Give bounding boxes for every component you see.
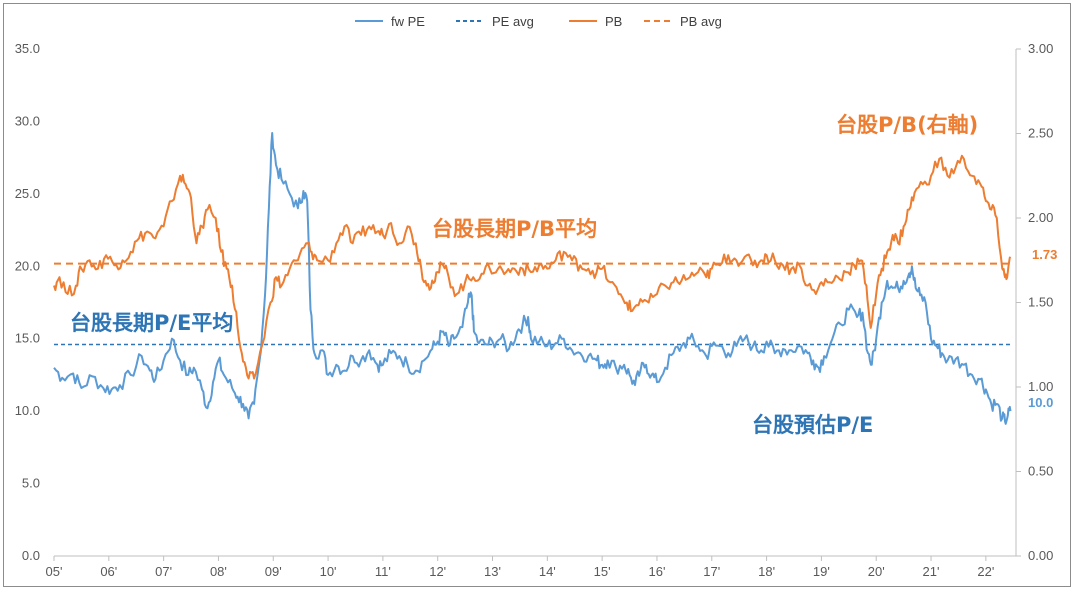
x-tick-label: 11' (375, 564, 391, 579)
x-tick-label: 08' (210, 564, 227, 579)
x-tick-label: 12' (429, 564, 446, 579)
right-tick-label: 3.00 (1028, 41, 1053, 56)
chart-svg: fw PE PE avg PB PB avg 0.0 5.0 10.0 15.0 20.… (15, 14, 1058, 579)
left-tick-label: 15.0 (15, 331, 40, 346)
right-tick-label: 0.00 (1028, 548, 1053, 563)
legend-label-pb: PB (605, 14, 622, 29)
legend: fw PE PE avg PB PB avg (355, 14, 722, 29)
pb-line (53, 154, 1012, 380)
left-tick-label: 5.0 (22, 476, 40, 491)
right-tick-label: 0.50 (1028, 464, 1053, 479)
pb-end-label: 1.73 (1032, 247, 1057, 262)
right-tick-label: 1.50 (1028, 295, 1053, 310)
right-axis-ticks: 0.00 0.50 1.00 1.50 2.00 2.50 3.00 (1016, 41, 1053, 563)
legend-label-pe-avg: PE avg (492, 14, 534, 29)
right-tick-label: 2.00 (1028, 210, 1053, 225)
annotation-pb-long-term-avg: 台股長期P/B平均 (432, 217, 597, 241)
left-axis-ticks: 0.0 5.0 10.0 15.0 20.0 25.0 30.0 35.0 (15, 41, 40, 563)
left-tick-label: 25.0 (15, 186, 40, 201)
x-tick-label: 16' (648, 564, 665, 579)
x-tick-label: 15' (594, 564, 611, 579)
x-tick-label: 10' (320, 564, 337, 579)
series-lines (53, 132, 1012, 425)
fw-pe-line (53, 132, 1012, 425)
annotation-forward-pe: 台股預估P/E (752, 413, 873, 437)
x-tick-label: 06' (100, 564, 117, 579)
chart-frame: fw PE PE avg PB PB avg 0.0 5.0 10.0 15.0 20.… (3, 3, 1071, 587)
legend-label-pb-avg: PB avg (680, 14, 722, 29)
x-tick-label: 05' (46, 564, 63, 579)
annotation-pb-right-axis: 台股P/B(右軸) (836, 113, 978, 137)
right-tick-label: 2.50 (1028, 126, 1053, 141)
right-tick-label: 1.00 (1028, 379, 1053, 394)
pe-end-label: 10.0 (1028, 395, 1053, 410)
x-axis-ticks: 05' 06' 07' 08' 09' 10' 11' 12' 13' 14' 15' 16' 17' 1… (46, 556, 994, 579)
x-tick-label: 18' (758, 564, 775, 579)
left-tick-label: 30.0 (15, 113, 40, 128)
x-tick-label: 13' (484, 564, 501, 579)
left-tick-label: 0.0 (22, 548, 40, 563)
left-tick-label: 20.0 (15, 258, 40, 273)
x-tick-label: 09' (265, 564, 282, 579)
x-tick-label: 22' (977, 564, 994, 579)
left-tick-label: 10.0 (15, 403, 40, 418)
x-tick-label: 21' (923, 564, 940, 579)
left-tick-label: 35.0 (15, 41, 40, 56)
legend-label-fw-pe: fw PE (391, 14, 425, 29)
x-tick-label: 07' (155, 564, 172, 579)
x-tick-label: 14' (539, 564, 556, 579)
annotation-pe-long-term-avg: 台股長期P/E平均 (70, 311, 233, 335)
x-tick-label: 20' (868, 564, 885, 579)
x-tick-label: 19' (813, 564, 830, 579)
x-tick-label: 17' (703, 564, 720, 579)
